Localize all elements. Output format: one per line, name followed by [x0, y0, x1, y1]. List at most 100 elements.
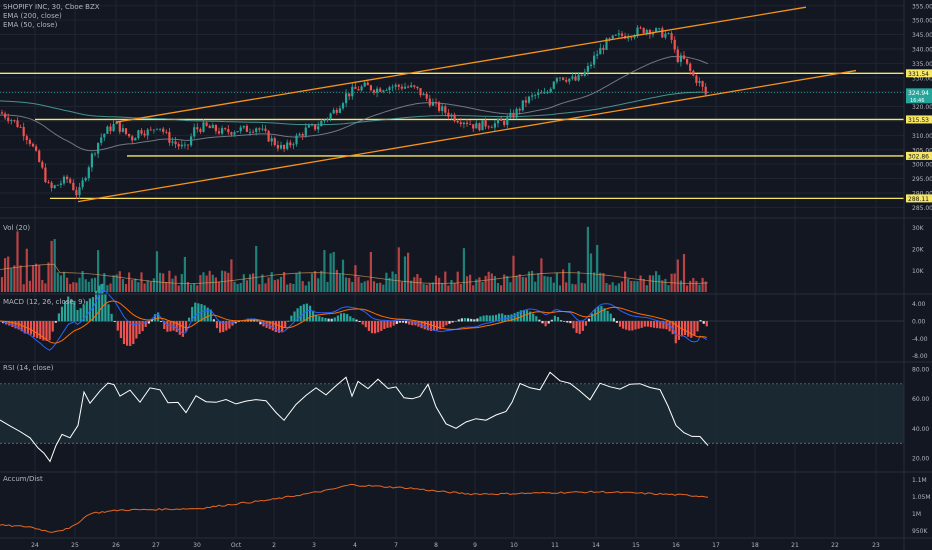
- price-axis[interactable]: 285.00 290.00 295.00 300.00 305.00 310.00 315.…: [906, 3, 932, 535]
- macd-histogram-bar: [463, 318, 467, 322]
- volume-bar: [558, 285, 562, 292]
- candle-body: [286, 142, 289, 149]
- volume-bar: [22, 284, 25, 292]
- volume-ma-line: [0, 263, 709, 284]
- macd-histogram-bar: [95, 290, 98, 322]
- candle-body: [614, 34, 617, 36]
- volume-bar: [25, 248, 28, 292]
- macd-histogram-bar: [225, 321, 228, 331]
- volume-bar: [44, 283, 47, 292]
- candle-body: [500, 119, 503, 121]
- macd-histogram-bar: [457, 319, 460, 322]
- vol-tick-label: 20K: [912, 247, 925, 254]
- macd-histogram-bar: [659, 321, 662, 329]
- macd-histogram-bar: [631, 321, 634, 331]
- macd-histogram-bar: [330, 318, 333, 322]
- volume-bar: [35, 263, 38, 292]
- volume-bar: [679, 280, 682, 292]
- candle-body: [369, 85, 372, 91]
- volume-bar: [372, 281, 376, 292]
- candle-body: [4, 113, 7, 118]
- candle-body: [0, 112, 4, 114]
- macd-histogram-bar: [110, 313, 113, 322]
- candle-body: [264, 128, 267, 131]
- candle-body: [453, 114, 456, 122]
- volume-bar: [326, 281, 329, 292]
- volume-bar: [487, 271, 490, 292]
- candle-body: [518, 108, 521, 111]
- volume-bar: [614, 285, 617, 292]
- macd-histogram-bar: [308, 305, 312, 322]
- macd-histogram-bar: [578, 321, 581, 334]
- candle-body: [524, 100, 527, 103]
- macd-histogram-bar: [377, 321, 380, 333]
- volume-bar: [512, 255, 515, 292]
- macd-histogram-bar: [132, 321, 135, 345]
- candle-body: [279, 144, 283, 149]
- volume-bar: [227, 272, 230, 292]
- volume-bar: [481, 281, 484, 292]
- volume-bar: [314, 271, 317, 292]
- candle-body: [205, 122, 208, 126]
- candle-body: [546, 92, 549, 93]
- macd-histogram-bar: [693, 321, 696, 336]
- volume-bar: [112, 275, 115, 292]
- candle-body: [121, 128, 124, 132]
- macd-histogram-bar: [203, 305, 206, 322]
- macd-histogram-bar: [411, 321, 414, 326]
- time-axis[interactable]: 24 25 26 27 30 Oct 2 3 4 7 8 9 10 11 14 15 16 17 18 21 22 23: [31, 542, 880, 549]
- macd-histogram-bar: [401, 321, 405, 323]
- macd-tick-label: 0.00: [912, 319, 926, 326]
- macd-tick-label: -8.00: [912, 353, 928, 360]
- macd-tick-label: 4.00: [912, 301, 926, 308]
- volume-bar: [28, 280, 31, 292]
- candle-body: [255, 128, 258, 132]
- candle-body: [506, 117, 509, 125]
- volume-bar: [264, 283, 267, 292]
- macd-histogram-bar: [11, 321, 14, 328]
- rsi-legend: RSI (14, close): [3, 364, 54, 372]
- macd-histogram-bar: [690, 321, 693, 338]
- candle-body: [413, 85, 416, 87]
- volume-bar: [651, 275, 655, 292]
- candle-body: [211, 125, 214, 129]
- time-tick-label: 11: [551, 542, 559, 549]
- time-tick-label: 9: [473, 542, 477, 549]
- macd-histogram-bar: [628, 321, 631, 331]
- candle-body: [605, 38, 608, 50]
- time-tick-label: 17: [712, 542, 720, 549]
- macd-histogram-bar: [436, 321, 439, 331]
- macd-histogram-bar: [219, 321, 222, 333]
- volume-bar: [137, 282, 140, 292]
- candle-body: [655, 28, 658, 33]
- candle-body: [217, 131, 221, 134]
- volume-bar: [329, 253, 332, 292]
- candle-body: [208, 125, 211, 129]
- candle-body: [87, 167, 90, 179]
- candle-body: [224, 128, 227, 130]
- macd-histogram-bar: [485, 315, 488, 322]
- macd-histogram-bar: [374, 321, 377, 334]
- ema50-line: [0, 55, 709, 152]
- ema-lines: [0, 55, 709, 152]
- time-tick-label: 18: [751, 542, 759, 549]
- volume-bar: [354, 265, 357, 292]
- macd-histogram-bar: [321, 317, 324, 322]
- price-tick-label: 340.00: [912, 46, 932, 53]
- macd-histogram-bar: [336, 315, 339, 322]
- volume-bar: [84, 279, 87, 292]
- candle-body: [534, 94, 537, 96]
- volume-bar: [379, 282, 382, 292]
- macd-histogram-bar: [293, 311, 296, 322]
- macd-histogram-bar: [277, 321, 281, 333]
- rsi-tick-label: 40.00: [912, 426, 929, 433]
- volume-bar: [611, 282, 614, 292]
- volume-bar: [462, 248, 465, 292]
- candle-body: [248, 131, 252, 133]
- volume-bar: [648, 275, 651, 292]
- macd-histogram-bar: [572, 321, 575, 329]
- candle-body: [438, 102, 441, 111]
- candle-body: [410, 85, 413, 88]
